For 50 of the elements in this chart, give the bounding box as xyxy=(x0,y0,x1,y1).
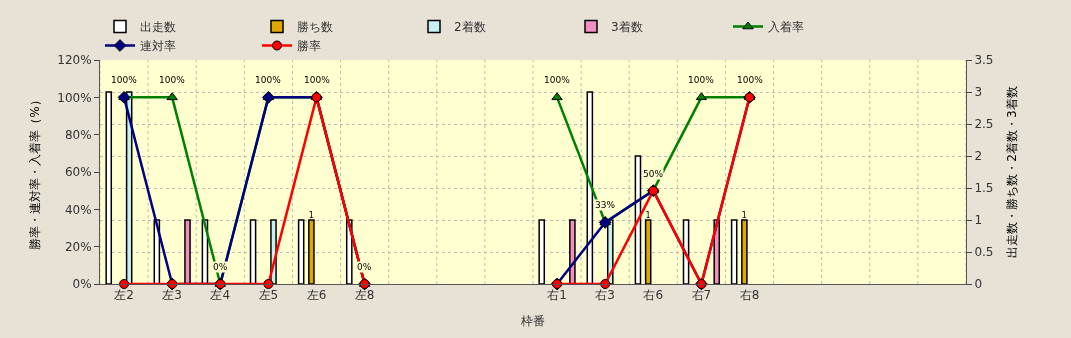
y-tick-label: 60% xyxy=(64,165,92,180)
x-tick-label: 左5 xyxy=(258,288,279,303)
legend-label: 3着数 xyxy=(611,20,643,35)
y2-tick-label: 0.5 xyxy=(974,245,994,260)
x-tick-label: 右8 xyxy=(739,288,760,303)
legend-label: 勝率 xyxy=(297,39,321,54)
legend-label: 入着率 xyxy=(768,20,804,35)
y2-tick-label: 0 xyxy=(974,277,983,292)
y-tick-label: 80% xyxy=(64,127,92,142)
y-tick-label: 120% xyxy=(57,53,92,68)
y-tick-label: 0% xyxy=(72,277,92,292)
data-label: 0% xyxy=(357,262,372,272)
legend-label: 連対率 xyxy=(140,39,176,54)
data-label: 100% xyxy=(544,75,571,85)
y-tick-label: 40% xyxy=(64,202,92,217)
y2-tick-label: 2.5 xyxy=(974,117,994,132)
x-tick-label: 左4 xyxy=(210,288,231,303)
data-label: 1 xyxy=(308,211,314,221)
x-tick-label: 左2 xyxy=(114,288,134,303)
data-label: 100% xyxy=(304,75,331,85)
x-tick-label: 右1 xyxy=(547,288,567,303)
legend-label: 勝ち数 xyxy=(297,20,333,35)
data-label: 100% xyxy=(159,75,186,85)
data-label: 1 xyxy=(645,211,651,221)
y2-axis-title: 出走数・勝ち数・2着数・3着数 xyxy=(1005,86,1020,258)
legend-label: 出走数 xyxy=(140,20,176,35)
x-tick-label: 右3 xyxy=(595,288,615,303)
data-label: 100% xyxy=(688,75,715,85)
y2-tick-label: 3.5 xyxy=(974,53,994,68)
x-axis-title: 枠番 xyxy=(520,314,545,329)
y2-tick-label: 3 xyxy=(974,85,983,100)
data-label: 0% xyxy=(213,262,228,272)
x-tick-label: 左6 xyxy=(306,288,327,303)
y2-tick-label: 2 xyxy=(974,149,983,164)
data-label: 100% xyxy=(255,75,282,85)
x-tick-label: 左8 xyxy=(354,288,375,303)
y-tick-label: 20% xyxy=(64,239,92,254)
data-label: 100% xyxy=(737,75,764,85)
x-tick-label: 左3 xyxy=(162,288,182,303)
y2-tick-label: 1.5 xyxy=(974,181,994,196)
data-label: 33% xyxy=(595,200,616,210)
y-axis-title: 勝率・連対率・入着率（%） xyxy=(27,94,42,250)
x-tick-label: 右6 xyxy=(643,288,664,303)
x-tick-label: 右7 xyxy=(691,288,712,303)
data-label: 100% xyxy=(111,75,138,85)
y-tick-label: 100% xyxy=(57,90,92,105)
data-label: 50% xyxy=(643,169,664,179)
y2-tick-label: 1 xyxy=(974,213,983,228)
legend-label: 2着数 xyxy=(454,20,486,35)
data-label: 1 xyxy=(741,211,747,221)
